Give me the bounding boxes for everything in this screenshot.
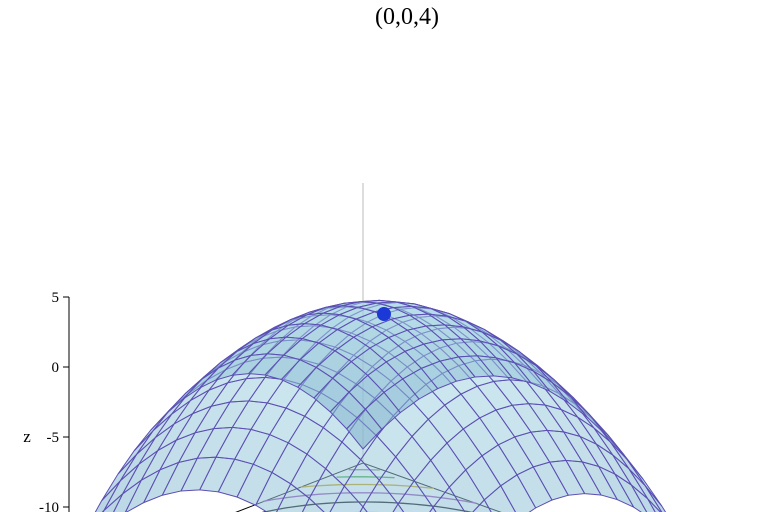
3d-surface-plot: -15-10-505 -3-2-10123 -3-2-10123 (0,0,4)… — [0, 0, 768, 512]
plot-title: (0,0,4) — [375, 4, 439, 30]
paraboloid-surface — [69, 300, 699, 512]
svg-text:0: 0 — [52, 360, 60, 376]
peak-point-marker — [377, 307, 391, 321]
svg-text:-10: -10 — [39, 500, 59, 512]
svg-text:5: 5 — [52, 290, 60, 306]
svg-text:-5: -5 — [47, 430, 60, 446]
z-axis-label: z — [23, 427, 31, 446]
z-axis: -15-10-505 — [39, 290, 69, 512]
